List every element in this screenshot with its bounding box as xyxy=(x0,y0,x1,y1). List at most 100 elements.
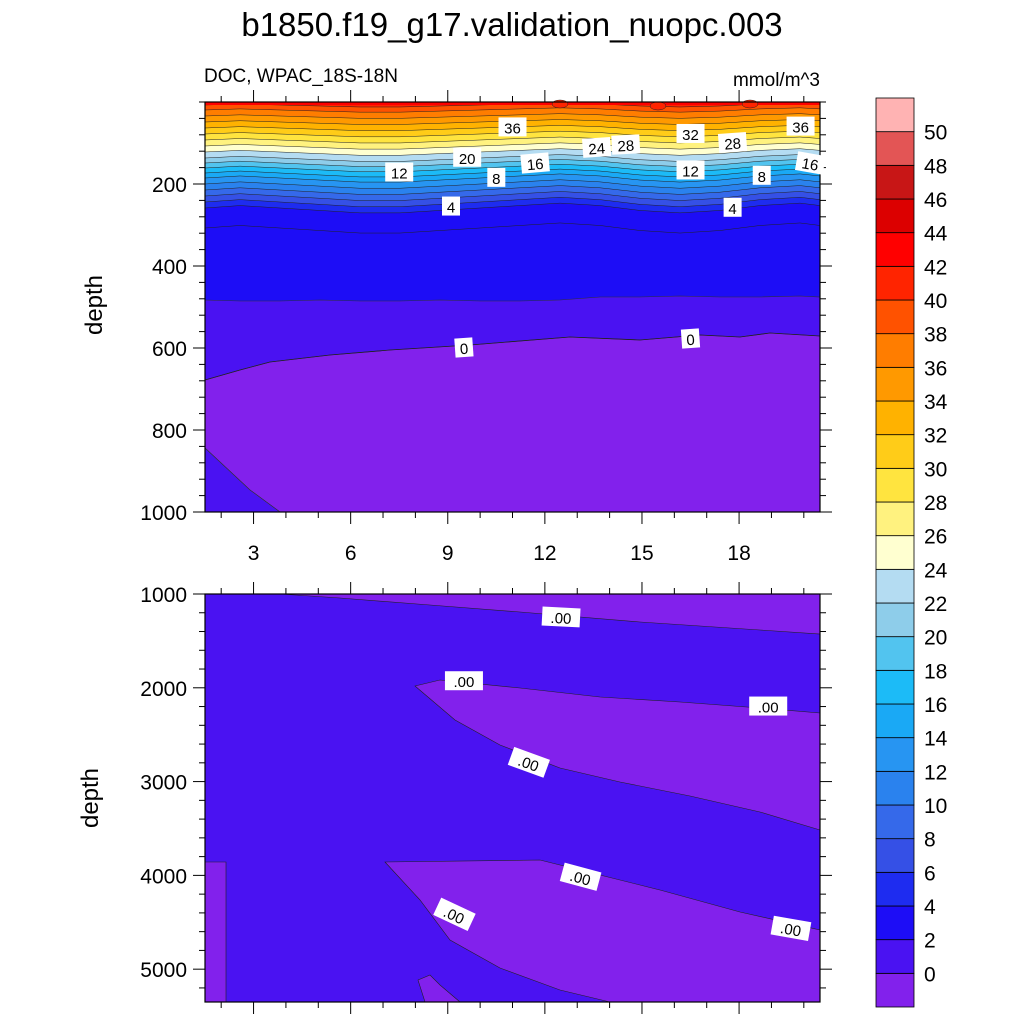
contour-label-text: 24 xyxy=(588,140,606,158)
colorbar-swatch xyxy=(875,97,915,133)
contour-label-box xyxy=(749,696,788,716)
y-tick-label: 800 xyxy=(152,420,187,443)
colorbar-label: 22 xyxy=(924,593,947,616)
y-tick-label: 600 xyxy=(152,338,187,361)
upper-y-axis-label: depth xyxy=(81,275,108,335)
contour-label-box xyxy=(498,117,527,137)
contour-label-text: 36 xyxy=(792,120,809,137)
contour-label-text: .00 xyxy=(515,753,540,776)
colorbar-label: 12 xyxy=(924,761,947,784)
contour-label-text: 8 xyxy=(758,169,766,186)
colorbar-swatch xyxy=(875,434,915,469)
colorbar-label: 8 xyxy=(924,829,936,852)
colorbar-swatch xyxy=(875,568,915,604)
contour-label: .00 xyxy=(541,606,581,628)
contour-label-text: .00 xyxy=(568,868,593,890)
colorbar-label: 42 xyxy=(924,256,947,279)
y-tick-label: 4000 xyxy=(140,865,187,888)
contour-label-text: 12 xyxy=(391,166,408,183)
contour-label-box xyxy=(385,162,414,182)
contour-label-box xyxy=(752,165,771,185)
contour-label: 0 xyxy=(680,328,701,349)
colorbar-swatch xyxy=(875,770,915,806)
colorbar-label: 4 xyxy=(924,896,936,919)
contour-label-box xyxy=(487,167,506,187)
contour-label-box xyxy=(611,134,641,155)
contour-label-box xyxy=(541,606,581,628)
y-tick-label: 3000 xyxy=(140,772,187,795)
contour-label: .00 xyxy=(749,696,788,717)
contour-label-text: 4 xyxy=(447,200,455,217)
lower-contour-labels: .00 .00 .00 .00 .00 .00 .00 xyxy=(433,606,812,942)
upper-band-top xyxy=(205,102,820,105)
contour-label-box xyxy=(786,116,815,136)
colorbar-swatch xyxy=(875,737,915,772)
colorbar-swatch xyxy=(875,131,915,166)
contour-label-box xyxy=(794,151,826,175)
contour-label-text: 32 xyxy=(682,127,699,144)
lower-panel: depth 1000 2000 3000 4000 5000 .00 .00 .00 .00.… xyxy=(77,582,832,1014)
contour-label: 16 xyxy=(794,151,826,175)
contour-label-box xyxy=(433,897,476,931)
contour-label: 8 xyxy=(487,167,506,188)
contour-label-box xyxy=(581,136,612,158)
colorbar-swatch xyxy=(875,232,915,267)
colorbar-label: 40 xyxy=(924,290,947,313)
colorbar-label: 18 xyxy=(924,660,947,683)
contour-label: 28 xyxy=(611,134,641,155)
colorbar-swatch xyxy=(875,602,915,638)
colorbar-swatch xyxy=(875,299,915,335)
colorbar-label: 44 xyxy=(924,223,948,246)
y-tick-label: 1000 xyxy=(140,502,187,525)
contour-label-box xyxy=(454,337,474,358)
colorbar-swatch xyxy=(875,939,915,974)
contour-label-box xyxy=(717,132,748,153)
contour-label-text: .00 xyxy=(779,920,802,940)
colorbar-label: 32 xyxy=(924,425,947,448)
colorbar-swatch xyxy=(875,905,915,941)
colorbar-swatch xyxy=(875,333,915,368)
colorbar-label: 38 xyxy=(924,324,947,347)
colorbar-swatch xyxy=(875,400,915,436)
lower-plot-area xyxy=(204,593,821,1003)
colorbar-swatch xyxy=(875,838,915,873)
contour-label: 20 xyxy=(453,147,482,168)
colorbar-label: 48 xyxy=(924,155,947,178)
upper-surface-blob xyxy=(741,99,759,109)
contour-label: 8 xyxy=(752,165,771,186)
contour-label: .00 xyxy=(433,897,476,931)
contour-label: 36 xyxy=(786,116,815,137)
colorbar-label: 46 xyxy=(924,189,947,212)
contour-label: 12 xyxy=(385,162,414,183)
upper-surface-blob xyxy=(649,101,667,111)
colorbar-label: 34 xyxy=(924,391,948,414)
colorbar-label: 0 xyxy=(924,963,936,986)
contour-label-box xyxy=(442,196,460,216)
contour-label: .00 xyxy=(507,746,550,778)
colorbar-swatch xyxy=(875,535,915,570)
upper-contour-0 xyxy=(204,332,821,381)
contour-label-box xyxy=(676,123,705,143)
colorbar-swatch xyxy=(875,669,915,705)
contour-label-text: .00 xyxy=(758,700,779,717)
y-tick-label: 2000 xyxy=(140,678,187,701)
colorbar-label: 26 xyxy=(924,526,947,549)
contour-label-box xyxy=(676,160,705,180)
lower-fill-left-strip xyxy=(204,861,227,1003)
contour-label-box xyxy=(770,915,812,942)
contour-label-box xyxy=(723,197,742,217)
upper-contour-labels: 36 32 36 20 24 28 28 16 16 12 12 8 8 4 4 0 0 xyxy=(385,116,826,359)
contour-label-text: 16 xyxy=(800,155,819,175)
colorbar-label: 30 xyxy=(924,458,947,481)
colorbar-label: 28 xyxy=(924,492,947,515)
colorbar-swatch xyxy=(875,804,915,840)
contour-label-text: 0 xyxy=(459,341,469,359)
y-tick-label: 400 xyxy=(152,256,187,279)
x-tick-label: 3 xyxy=(248,542,260,565)
figure-title: b1850.f19_g17.validation_nuopc.003 xyxy=(241,6,782,43)
contour-label-text: .00 xyxy=(454,674,475,691)
contour-label-text: 8 xyxy=(492,171,500,188)
contour-label-text: 20 xyxy=(459,151,476,168)
